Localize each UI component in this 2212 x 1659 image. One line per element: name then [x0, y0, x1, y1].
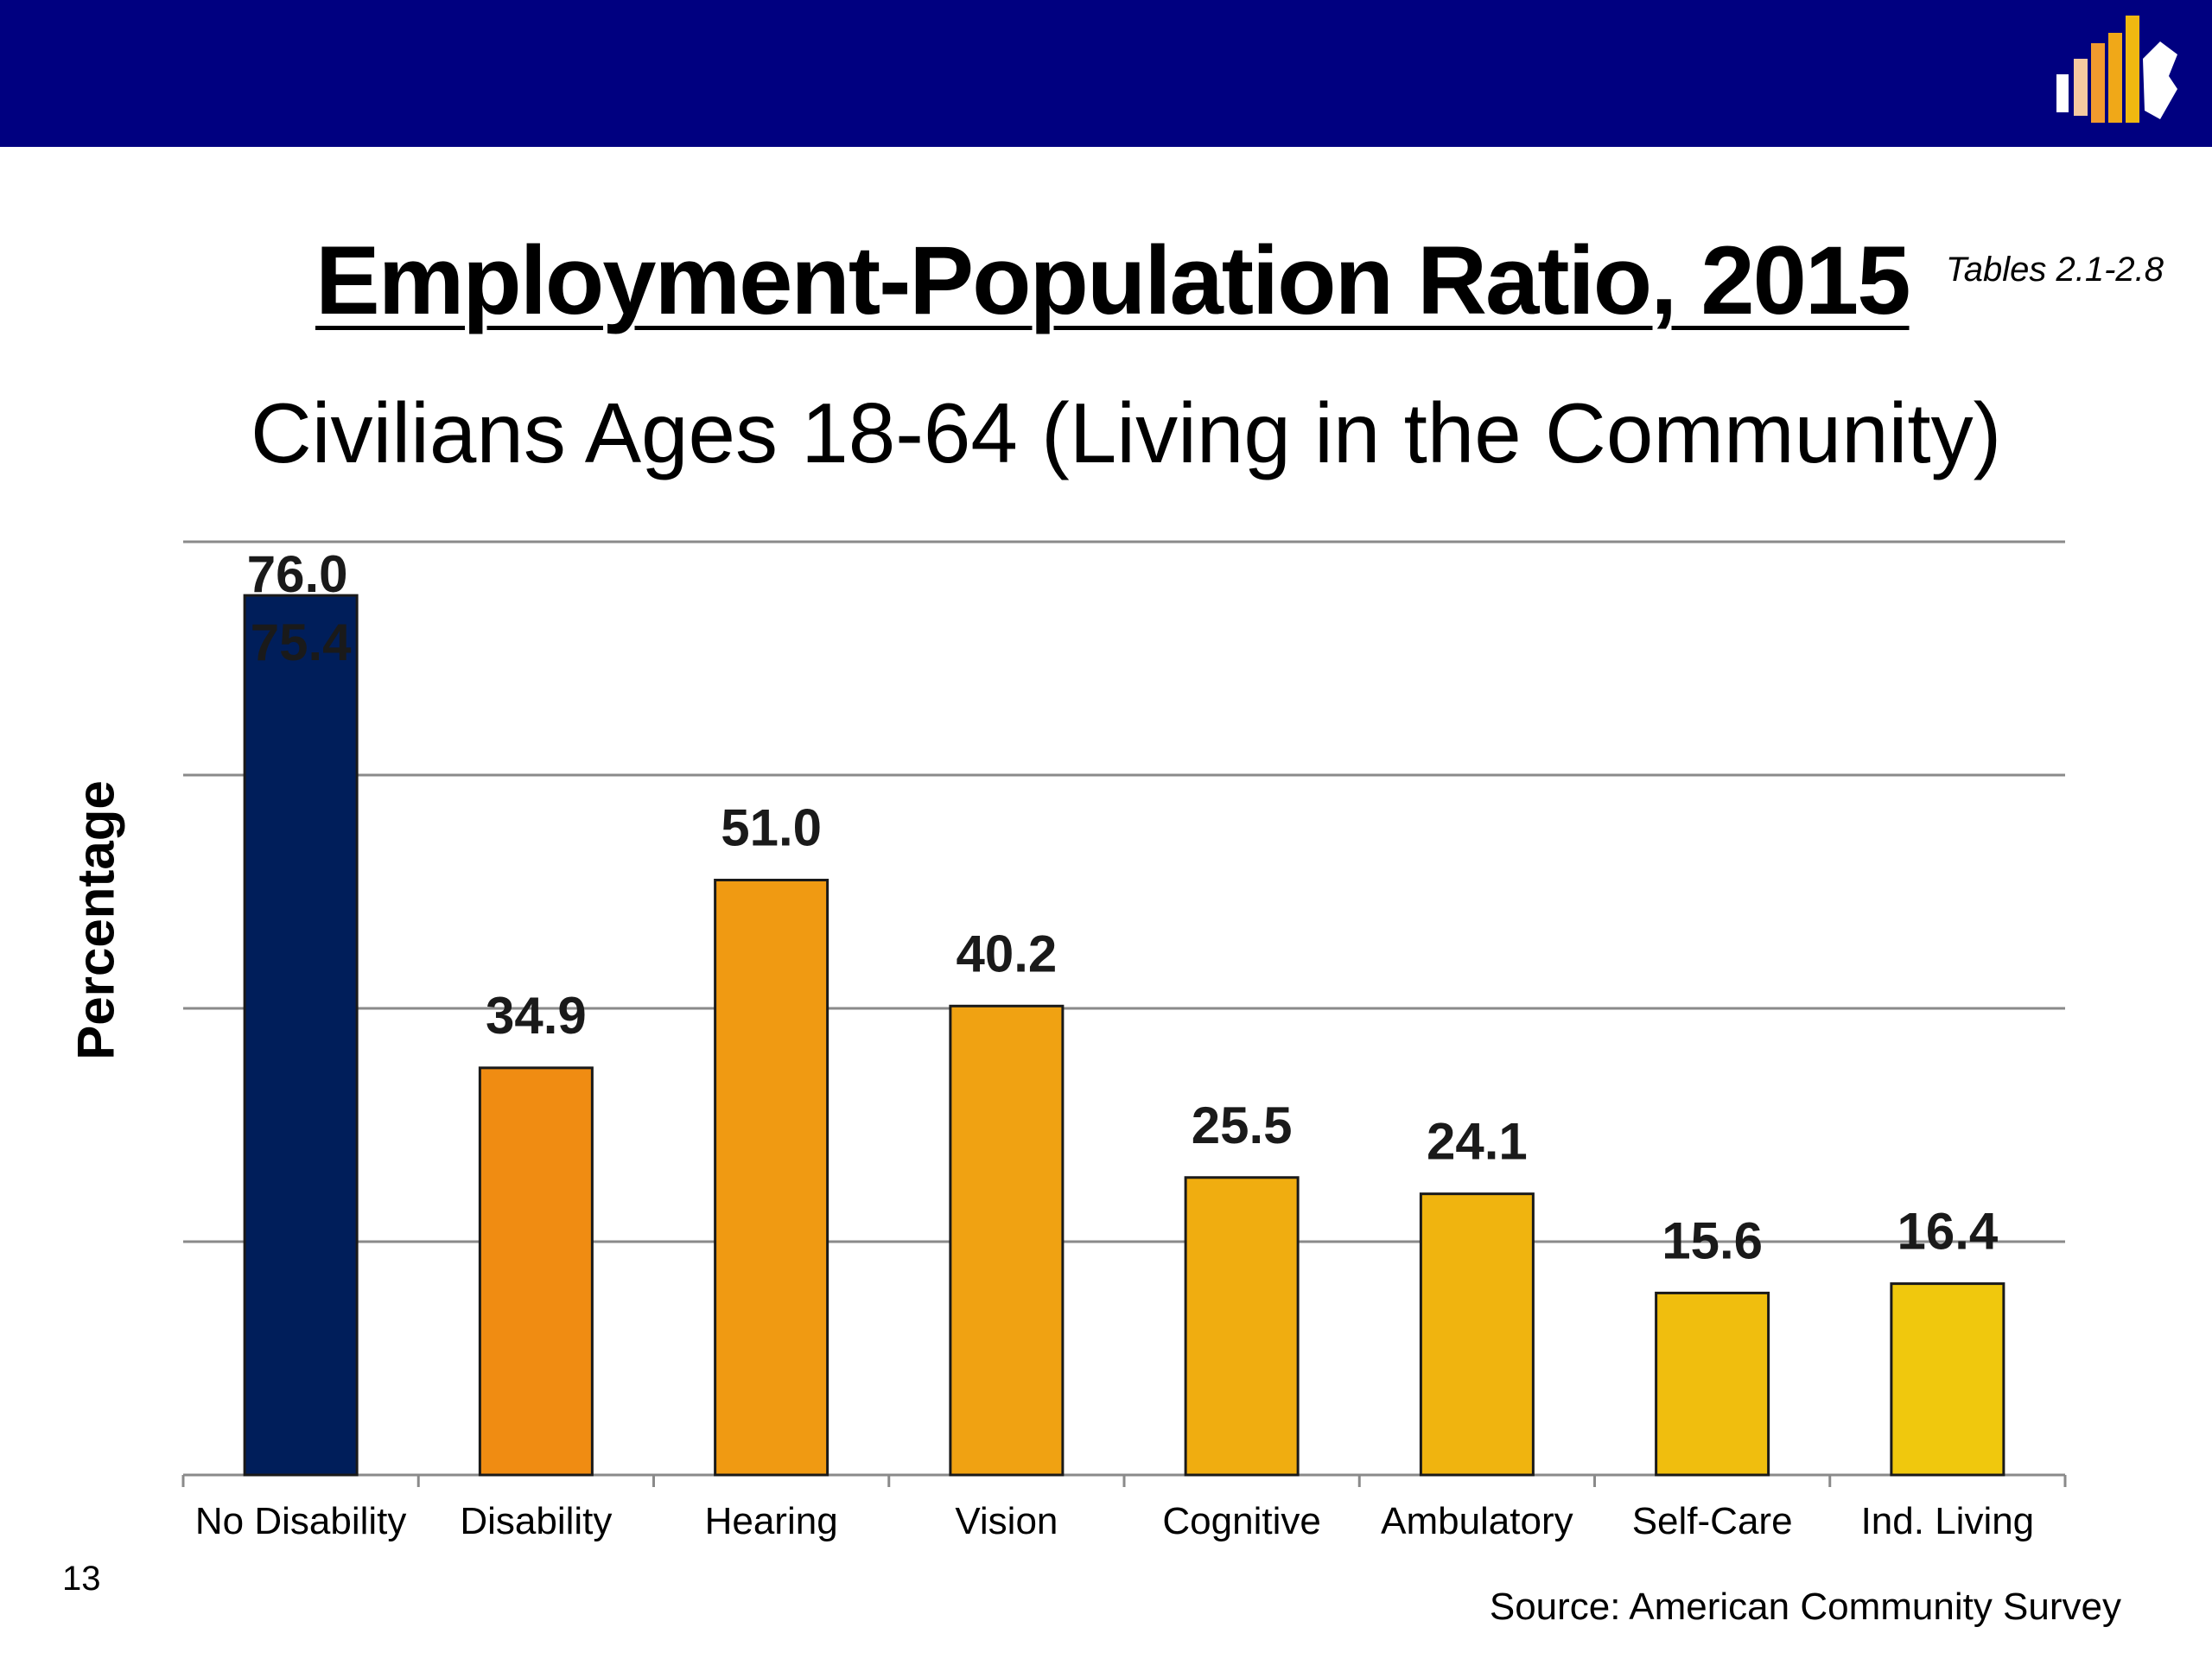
census-logo-icon: [2056, 16, 2177, 123]
bar-self-care: [1655, 1291, 1770, 1477]
data-label: 16.4: [1897, 1203, 1998, 1261]
x-tick-label: Disability: [460, 1500, 612, 1542]
data-label: 25.5: [1192, 1096, 1293, 1154]
bar-ind-living: [1890, 1282, 2005, 1477]
data-label: 34.9: [486, 987, 587, 1045]
x-tick-label: Self-Care: [1632, 1500, 1793, 1542]
x-tick-label: Cognitive: [1162, 1500, 1320, 1542]
x-tick-label: Ind. Living: [1861, 1500, 2035, 1542]
x-tick-label: No Disability: [195, 1500, 407, 1542]
data-label: 75.4: [251, 613, 352, 671]
x-tick-label: Ambulatory: [1381, 1500, 1573, 1542]
bar-ambulatory: [1419, 1192, 1535, 1477]
slide-title: Employment-Population Ratio, 2015: [315, 226, 1911, 334]
chart-title: Civilians Ages 18-64 (Living in the Comm…: [251, 385, 2002, 480]
y-axis-label: Percentage: [67, 780, 125, 1060]
bar-disability: [478, 1066, 594, 1477]
bar-vision: [949, 1004, 1065, 1477]
source-note: Source: American Community Survey: [1489, 1586, 2121, 1628]
bar-cognitive: [1184, 1176, 1300, 1477]
data-label: 40.2: [956, 925, 1057, 982]
x-tick-label: Hearing: [705, 1500, 838, 1542]
bar-hearing: [714, 879, 830, 1477]
header-band: [0, 0, 2212, 147]
data-label: 24.1: [1427, 1113, 1528, 1171]
slide-number: 13: [62, 1560, 101, 1598]
bar-no-disability: [243, 594, 359, 1477]
tables-reference: Tables 2.1-2.8: [1946, 251, 2164, 289]
data-label-extra: 76.0: [247, 545, 348, 603]
data-label: 15.6: [1662, 1211, 1763, 1269]
x-tick-label: Vision: [955, 1500, 1058, 1542]
data-label: 51.0: [721, 799, 822, 857]
